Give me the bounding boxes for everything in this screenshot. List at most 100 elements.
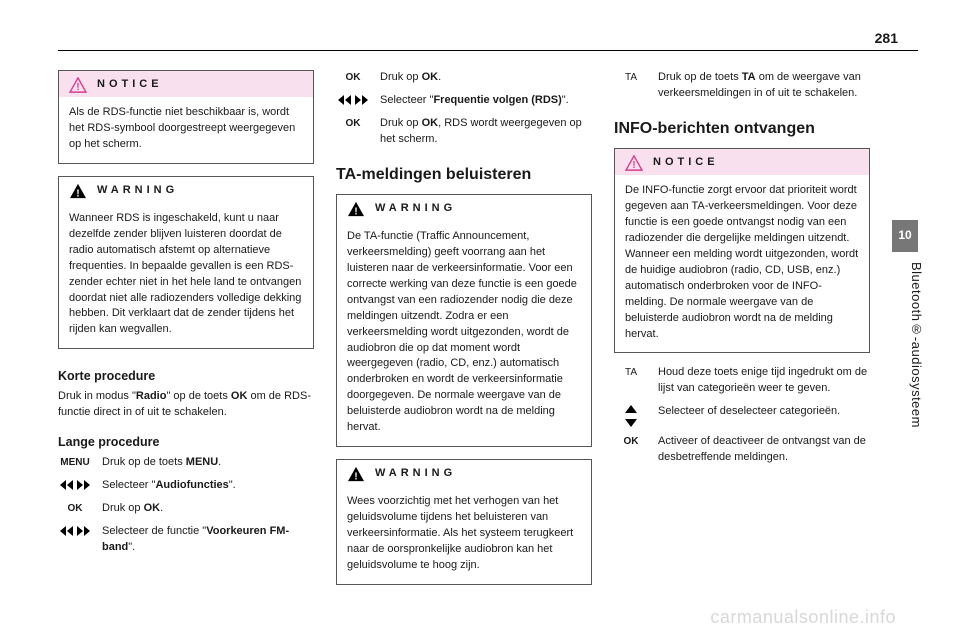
txt-bold: OK bbox=[144, 502, 161, 514]
step-ok-2: OK Druk op OK, RDS wordt weergegeven op … bbox=[336, 116, 592, 148]
column-2: OK Druk op OK. Selecteer "Frequentie vol… bbox=[336, 70, 592, 597]
seek-arrows-icon bbox=[336, 93, 370, 106]
step-text: Druk op de toets MENU. bbox=[102, 455, 314, 471]
chapter-tab: 10 bbox=[892, 220, 918, 252]
ok-icon: OK bbox=[614, 434, 648, 450]
content-columns: ! NOTICE Als de RDS-functie niet beschik… bbox=[58, 70, 870, 597]
warning-header: ! WARNING bbox=[59, 177, 313, 203]
txt: . bbox=[438, 71, 441, 83]
warning-box-ta: ! WARNING De TA-functie (Traffic Announc… bbox=[336, 194, 592, 447]
notice-body: Als de RDS-functie niet beschikbaar is, … bbox=[59, 97, 313, 163]
txt-bold: MENU bbox=[186, 456, 218, 468]
txt: . bbox=[160, 502, 163, 514]
step-text: Selecteer de functie "Voorkeuren FM-band… bbox=[102, 524, 314, 556]
txt: Druk op de toets bbox=[102, 456, 186, 468]
notice-title: NOTICE bbox=[653, 155, 719, 171]
txt-bold: Audiofuncties bbox=[155, 479, 228, 491]
step-text: Selecteer "Frequentie volgen (RDS)". bbox=[380, 93, 592, 109]
txt: Selecteer " bbox=[102, 479, 155, 491]
svg-text:!: ! bbox=[76, 82, 79, 93]
heading-info: INFO-berichten ontvangen bbox=[614, 117, 870, 140]
svg-text:!: ! bbox=[354, 206, 357, 217]
warning-triangle-icon: ! bbox=[69, 183, 87, 199]
short-procedure-heading: Korte procedure bbox=[58, 367, 314, 385]
txt-bold: Radio bbox=[136, 390, 167, 402]
warning-triangle-icon: ! bbox=[347, 466, 365, 482]
txt: Selecteer " bbox=[380, 94, 433, 106]
txt: Druk op bbox=[102, 502, 144, 514]
step-ok-activate: OK Activeer of deactiveer de ontvangst v… bbox=[614, 434, 870, 466]
ok-icon: OK bbox=[336, 70, 370, 86]
step-menu: MENU Druk op de toets MENU. bbox=[58, 455, 314, 471]
notice-triangle-icon: ! bbox=[69, 77, 87, 93]
ok-icon: OK bbox=[336, 116, 370, 132]
txt: Druk op bbox=[380, 117, 422, 129]
txt: Selecteer de functie " bbox=[102, 525, 206, 537]
step-text: Selecteer of deselecteer categorieën. bbox=[658, 404, 870, 420]
txt-bold: OK bbox=[422, 71, 439, 83]
step-freq: Selecteer "Frequentie volgen (RDS)". bbox=[336, 93, 592, 109]
step-text: Druk op OK, RDS wordt weergegeven op het… bbox=[380, 116, 592, 148]
txt-bold: OK bbox=[231, 390, 248, 402]
step-text: Druk op OK. bbox=[102, 501, 314, 517]
warning-header: ! WARNING bbox=[337, 460, 591, 486]
warning-body: De TA-functie (Traffic Announcement, ver… bbox=[337, 221, 591, 446]
step-text: Selecteer "Audiofuncties". bbox=[102, 478, 314, 494]
svg-text:!: ! bbox=[632, 160, 635, 171]
notice-body: De INFO-functie zorgt ervoor dat priorit… bbox=[615, 175, 869, 352]
notice-box-info: ! NOTICE De INFO-functie zorgt ervoor da… bbox=[614, 148, 870, 353]
step-fm-band: Selecteer de functie "Voorkeuren FM-band… bbox=[58, 524, 314, 556]
short-procedure-text: Druk in modus "Radio" op de toets OK om … bbox=[58, 389, 314, 421]
notice-title: NOTICE bbox=[97, 77, 163, 93]
step-text: Houd deze toets enige tijd ingedrukt om … bbox=[658, 365, 870, 397]
txt-bold: Frequentie volgen (RDS) bbox=[433, 94, 561, 106]
up-down-arrows-icon bbox=[614, 404, 648, 427]
column-3: TA Druk op de toets TA om de weergave va… bbox=[614, 70, 870, 597]
watermark: carmanualsonline.info bbox=[710, 604, 896, 630]
seek-arrows-icon bbox=[58, 524, 92, 537]
notice-header: ! NOTICE bbox=[59, 71, 313, 97]
txt-bold: TA bbox=[742, 71, 756, 83]
txt: Druk op de toets bbox=[658, 71, 742, 83]
txt: . bbox=[218, 456, 221, 468]
warning-triangle-icon: ! bbox=[347, 201, 365, 217]
txt: Druk op bbox=[380, 71, 422, 83]
warning-title: WARNING bbox=[375, 466, 456, 482]
warning-body: Wanneer RDS is ingeschakeld, kunt u naar… bbox=[59, 203, 313, 349]
ta-icon: TA bbox=[614, 365, 648, 381]
step-ta-toggle: TA Druk op de toets TA om de weergave va… bbox=[614, 70, 870, 102]
warning-body: Wees voorzichtig met het verhogen van he… bbox=[337, 486, 591, 584]
txt-bold: OK bbox=[422, 117, 439, 129]
ok-icon: OK bbox=[58, 501, 92, 517]
menu-icon: MENU bbox=[58, 455, 92, 471]
warning-title: WARNING bbox=[375, 201, 456, 217]
step-text: Activeer of deactiveer de ontvangst van … bbox=[658, 434, 870, 466]
heading-ta: TA-meldingen beluisteren bbox=[336, 163, 592, 186]
page-number: 281 bbox=[875, 28, 898, 48]
seek-arrows-icon bbox=[58, 478, 92, 491]
ta-icon: TA bbox=[614, 70, 648, 86]
warning-header: ! WARNING bbox=[337, 195, 591, 221]
warning-box-volume: ! WARNING Wees voorzichtig met het verho… bbox=[336, 459, 592, 585]
step-audiofuncties: Selecteer "Audiofuncties". bbox=[58, 478, 314, 494]
txt: Druk in modus " bbox=[58, 390, 136, 402]
txt: ". bbox=[229, 479, 236, 491]
txt: " op de toets bbox=[166, 390, 230, 402]
svg-text:!: ! bbox=[76, 188, 79, 199]
step-ok: OK Druk op OK. bbox=[58, 501, 314, 517]
warning-box-rds: ! WARNING Wanneer RDS is ingeschakeld, k… bbox=[58, 176, 314, 350]
long-procedure-heading: Lange procedure bbox=[58, 433, 314, 451]
warning-title: WARNING bbox=[97, 183, 178, 199]
notice-header: ! NOTICE bbox=[615, 149, 869, 175]
top-rule bbox=[58, 50, 918, 51]
txt: ". bbox=[128, 541, 135, 553]
step-text: Druk op de toets TA om de weergave van v… bbox=[658, 70, 870, 102]
step-text: Druk op OK. bbox=[380, 70, 592, 86]
txt: ". bbox=[562, 94, 569, 106]
notice-triangle-icon: ! bbox=[625, 155, 643, 171]
step-ta-hold: TA Houd deze toets enige tijd ingedrukt … bbox=[614, 365, 870, 397]
step-select-categories: Selecteer of deselecteer categorieën. bbox=[614, 404, 870, 427]
column-1: ! NOTICE Als de RDS-functie niet beschik… bbox=[58, 70, 314, 597]
svg-text:!: ! bbox=[354, 471, 357, 482]
chapter-label: Bluetooth®-audiosysteem bbox=[906, 262, 925, 522]
